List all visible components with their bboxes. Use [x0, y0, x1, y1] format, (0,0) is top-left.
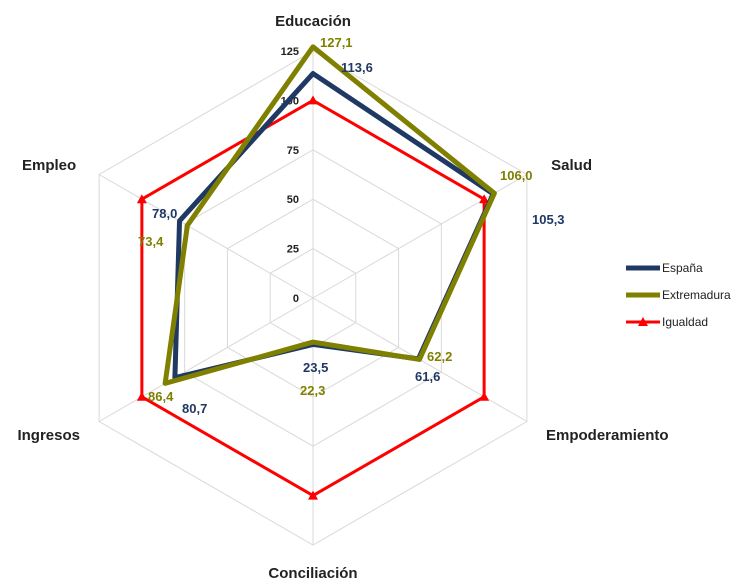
- grid-spoke: [98, 297, 314, 422]
- legend: España Extremadura Igualdad: [626, 261, 731, 329]
- legend-label: Extremadura: [662, 288, 731, 302]
- tick-label: 0: [293, 293, 299, 305]
- series-marker-igualdad: [136, 194, 147, 204]
- grid-spoke: [98, 174, 314, 299]
- data-label-españa: 78,0: [152, 206, 177, 221]
- series-marker-igualdad: [308, 95, 318, 105]
- tick-label: 25: [287, 244, 299, 256]
- data-label-extremadura: 106,0: [500, 168, 533, 183]
- legend-label: Igualdad: [662, 315, 708, 329]
- series-marker-igualdad: [479, 194, 490, 204]
- series-marker-igualdad: [479, 391, 490, 401]
- data-label-extremadura: 62,2: [427, 349, 452, 364]
- tick-label: 75: [287, 145, 299, 157]
- tick-label: 50: [287, 194, 299, 206]
- axis-label: Educación: [275, 13, 351, 30]
- data-label-españa: 23,5: [303, 360, 328, 375]
- axis-label: Ingresos: [17, 427, 80, 444]
- data-label-extremadura: 127,1: [320, 35, 353, 50]
- axis-label: Empleo: [22, 157, 76, 174]
- axis-label: Conciliación: [268, 565, 357, 582]
- data-labels: 113,6 105,3 61,6 23,5 80,7 78,0 127,1 106,0 62,2…: [138, 35, 565, 416]
- data-label-españa: 113,6: [341, 60, 373, 75]
- axis-label: Salud: [551, 157, 592, 174]
- legend-marker: [638, 317, 648, 326]
- series-marker-igualdad: [136, 391, 147, 401]
- series-line-españa: [172, 71, 496, 381]
- series-line-extremadura: [162, 44, 497, 386]
- axis-labels: Educación Salud Empoderamiento Conciliación…: [17, 13, 668, 582]
- axis-label: Empoderamiento: [546, 427, 669, 444]
- grid: [98, 50, 528, 546]
- data-label-españa: 80,7: [182, 401, 207, 416]
- data-label-españa: 105,3: [532, 212, 565, 227]
- data-label-extremadura: 22,3: [300, 383, 325, 398]
- legend-label: España: [662, 261, 703, 275]
- series-marker-igualdad: [308, 490, 318, 500]
- data-label-extremadura: 86,4: [148, 389, 174, 404]
- data-label-españa: 61,6: [415, 369, 440, 384]
- tick-label: 125: [281, 46, 299, 58]
- data-label-extremadura: 73,4: [138, 234, 164, 249]
- series-layer: [136, 44, 497, 500]
